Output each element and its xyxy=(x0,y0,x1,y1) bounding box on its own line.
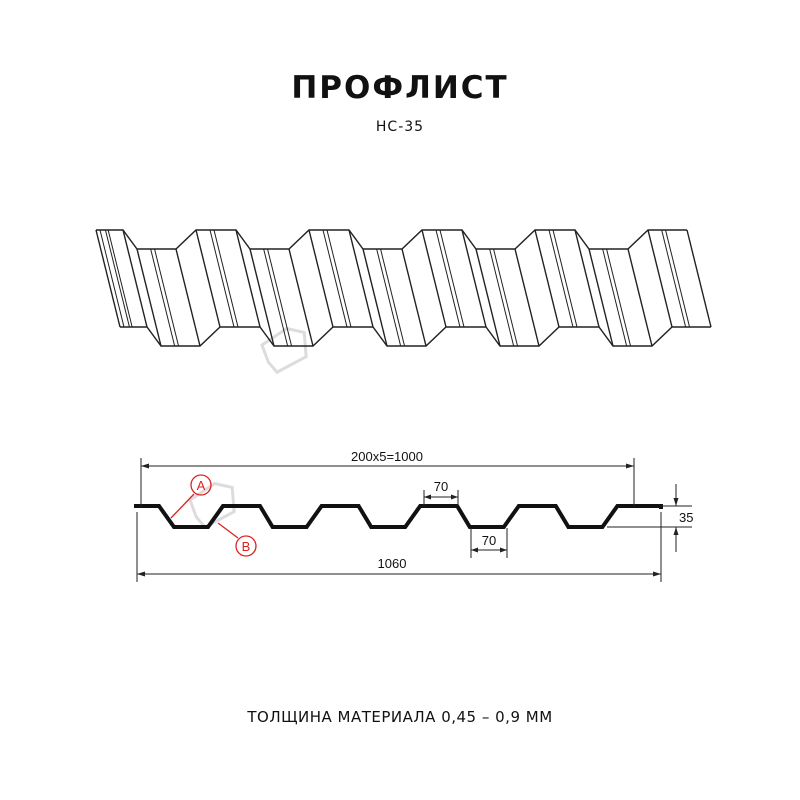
sheet-stiffener-line xyxy=(380,248,406,347)
sheet-stiffener-line xyxy=(154,248,180,347)
sheet-3d-view xyxy=(95,229,712,347)
sheet-rib-line xyxy=(514,248,540,347)
watermark-bottom xyxy=(188,481,236,530)
sheet-stiffener-line xyxy=(267,248,293,347)
page-title: ПРОФЛИСТ xyxy=(291,70,509,106)
sheet-rib-line xyxy=(461,229,487,328)
sheet-stiffener-line xyxy=(548,229,574,328)
dim-label-bottom-width: 70 xyxy=(482,533,496,548)
dim-label-top-width: 70 xyxy=(434,479,448,494)
callout-a-leader xyxy=(170,493,195,519)
sheet-rib-line xyxy=(288,248,314,347)
dim-label-height: 35 xyxy=(679,510,693,525)
profile-cross-section xyxy=(134,504,663,529)
sheet-rib-line xyxy=(122,229,148,328)
sheet-rib-line xyxy=(534,229,560,328)
callout-a-label: A xyxy=(197,478,206,493)
sheet-rib-line xyxy=(308,229,334,328)
callout-b-leader xyxy=(217,522,239,539)
sheet-rib-line xyxy=(475,248,501,347)
sheet-stiffener-line xyxy=(489,248,515,347)
sheet-back-edge xyxy=(96,229,687,250)
callout-b-label: B xyxy=(242,539,251,554)
watermark-logo-icon xyxy=(188,481,236,530)
sheet-stiffener-line xyxy=(213,229,239,328)
sheet-rib-line xyxy=(574,229,600,328)
sheet-edge-fold xyxy=(99,229,125,328)
sheet-rib-line xyxy=(686,229,712,328)
sheet-stiffener-line xyxy=(661,229,687,328)
model-subtitle: НС-35 xyxy=(375,119,425,135)
sheet-front-edge xyxy=(120,326,711,347)
sheet-stiffener-line xyxy=(493,248,519,347)
sheet-stiffener-line xyxy=(150,248,176,347)
sheet-stiffener-line xyxy=(552,229,578,328)
sheet-rib-line xyxy=(195,229,221,328)
dim-label-pitch: 200x5=1000 xyxy=(351,449,423,464)
sheet-rib-line xyxy=(348,229,374,328)
sheet-rib-line xyxy=(235,229,261,328)
sheet-rib-line xyxy=(136,248,162,347)
sheet-rib-line xyxy=(362,248,388,347)
sheet-rib-line xyxy=(175,248,201,347)
sheet-rib-line xyxy=(588,248,614,347)
material-thickness-note: ТОЛЩИНА МАТЕРИАЛА 0,45 – 0,9 ММ xyxy=(247,708,553,726)
sheet-stiffener-line xyxy=(209,229,235,328)
watermark-top xyxy=(260,326,308,375)
sheet-rib-line xyxy=(421,229,447,328)
sheet-stiffener-line xyxy=(439,229,465,328)
sheet-rib-line xyxy=(647,229,673,328)
sheet-rib-line xyxy=(95,229,121,328)
sheet-stiffener-line xyxy=(326,229,352,328)
sheet-stiffener-line xyxy=(435,229,461,328)
sheet-stiffener-line xyxy=(665,229,691,328)
sheet-stiffener-line xyxy=(263,248,289,347)
sheet-stiffener-line xyxy=(376,248,402,347)
sheet-stiffener-line xyxy=(104,229,130,328)
sheet-rib-line xyxy=(401,248,427,347)
sheet-stiffener-line xyxy=(322,229,348,328)
arrow-icon xyxy=(424,494,458,500)
sheet-rib-line xyxy=(249,248,275,347)
sheet-stiffener-line xyxy=(107,229,133,328)
callout-b-circle xyxy=(235,535,257,557)
sheet-rib-line xyxy=(627,248,653,347)
sheet-stiffener-line xyxy=(602,248,628,347)
watermark-logo-icon xyxy=(260,326,308,375)
arrow-icon xyxy=(673,498,679,535)
sheet-stiffener-line xyxy=(606,248,632,347)
callout-a-circle xyxy=(190,474,212,496)
dim-label-overall: 1060 xyxy=(378,556,407,571)
